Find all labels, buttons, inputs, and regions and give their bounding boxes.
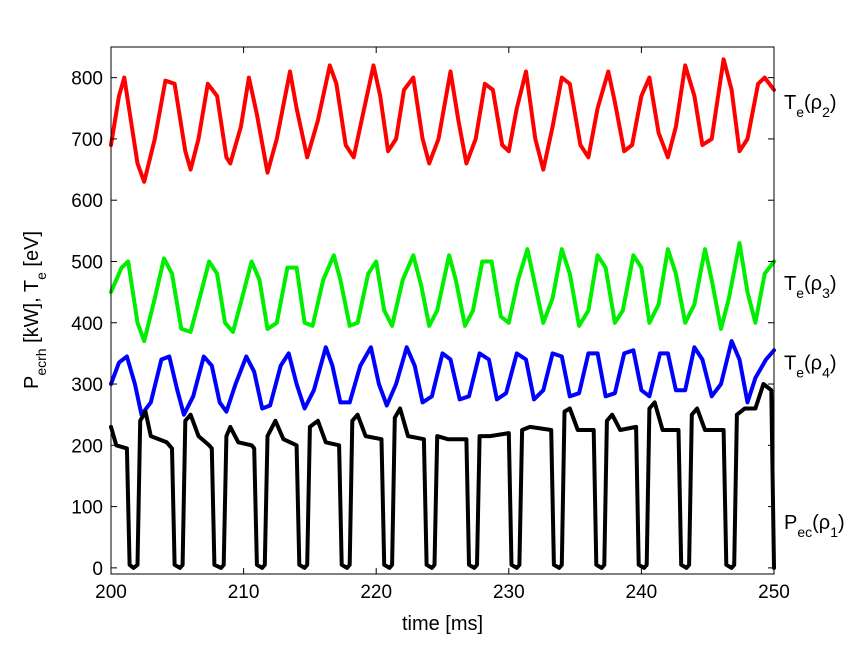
y-tick-label: 100 — [71, 498, 103, 519]
y-tick-label: 200 — [71, 436, 103, 457]
y-tick-label: 800 — [71, 69, 103, 90]
series-line-Pec_rho1 — [109, 382, 776, 570]
series-line-Te_rho3 — [109, 241, 776, 344]
x-tick-label: 210 — [228, 582, 260, 603]
series-label-Te_rho3: Te(ρ3) — [784, 273, 837, 301]
x-tick-label: 200 — [95, 582, 127, 603]
series-label-Pec_rho1: Pec(ρ1) — [784, 512, 845, 540]
series-line-Te_rho4 — [109, 339, 776, 417]
x-tick-label: 230 — [493, 582, 525, 603]
series-label-Te_rho2: Te(ρ2) — [784, 92, 837, 120]
y-tick-label: 400 — [71, 314, 103, 335]
x-tick-label: 220 — [360, 582, 392, 603]
x-tick-label: 250 — [758, 582, 790, 603]
plot-frame — [110, 46, 775, 575]
y-tick-label: 600 — [71, 191, 103, 212]
x-axis-label: time [ms] — [402, 613, 483, 635]
y-tick-label: 300 — [71, 375, 103, 396]
y-tick-label: 500 — [71, 252, 103, 273]
x-tick-label: 240 — [626, 582, 658, 603]
y-tick-label: 0 — [92, 559, 103, 580]
series-label-Te_rho4: Te(ρ4) — [784, 353, 837, 381]
y-axis-label: Pecrh [kW], Te [eV] — [21, 231, 49, 389]
y-tick-label: 700 — [71, 130, 103, 151]
series-layer — [109, 57, 776, 570]
tick-labels: 200 210 220 230 240 250 0 100 200 300 400 500 600 700… — [71, 69, 790, 603]
series-line-Te_rho2 — [109, 57, 776, 184]
series-labels: Te(ρ2) Te(ρ3) Te(ρ4) Pec(ρ1) — [784, 92, 845, 540]
